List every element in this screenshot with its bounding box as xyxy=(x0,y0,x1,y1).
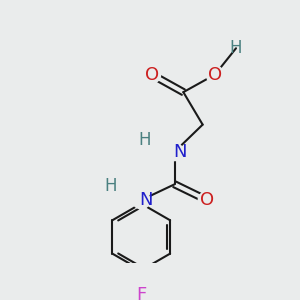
Text: H: H xyxy=(139,131,151,149)
Text: H: H xyxy=(230,39,242,57)
Circle shape xyxy=(132,191,150,209)
Text: O: O xyxy=(145,66,159,84)
Text: O: O xyxy=(208,66,222,84)
Text: N: N xyxy=(173,143,187,161)
Text: O: O xyxy=(200,191,214,209)
Text: F: F xyxy=(136,286,146,300)
Text: N: N xyxy=(140,191,153,209)
Circle shape xyxy=(132,286,150,300)
Circle shape xyxy=(166,143,183,160)
Circle shape xyxy=(143,66,160,83)
Circle shape xyxy=(198,191,216,209)
Text: H: H xyxy=(104,177,117,195)
Circle shape xyxy=(206,66,224,83)
